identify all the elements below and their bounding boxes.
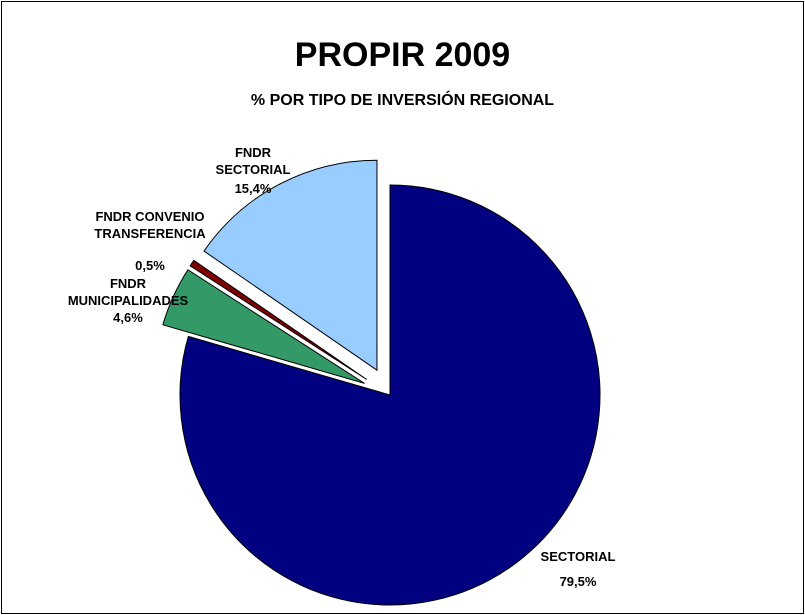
slice-label: FNDR CONVENIO TRANSFERENCIA xyxy=(94,209,206,241)
slice-label: FNDR SECTORIAL xyxy=(215,145,291,177)
slice-value-label: 4,6% xyxy=(113,310,143,325)
slice-value-label: 0,5% xyxy=(135,258,165,273)
slice-value-label: 79,5% xyxy=(559,574,597,589)
slice-value-label: 15,4% xyxy=(234,181,272,196)
pie-slice xyxy=(189,259,367,380)
pie-slice xyxy=(162,269,365,384)
pie-slice xyxy=(203,159,378,372)
chart-title: PROPIR 2009 xyxy=(294,36,511,74)
slice-label: SECTORIAL xyxy=(540,549,616,564)
slice-label: FNDR MUNICIPALIDADES xyxy=(67,276,189,308)
chart-subtitle: % POR TIPO DE INVERSIÓN REGIONAL xyxy=(250,92,555,109)
pie-slice xyxy=(179,184,601,606)
